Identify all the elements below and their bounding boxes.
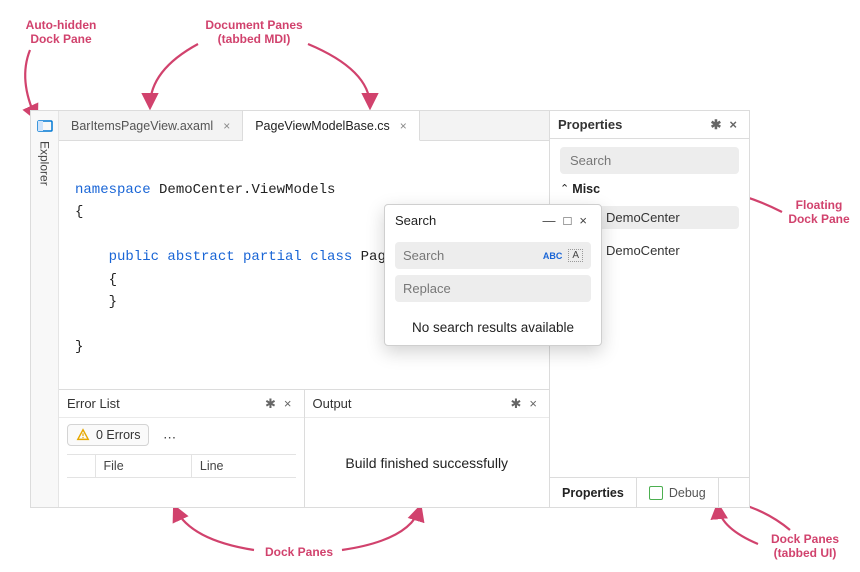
search-input[interactable]: Search ABC A: [395, 242, 591, 269]
pin-icon[interactable]: ✱: [707, 117, 726, 133]
tab-baritemspageview[interactable]: BarItemsPageView.axaml ×: [59, 111, 243, 140]
prop-value-input[interactable]: DemoCenter: [598, 206, 739, 229]
properties-category[interactable]: Misc: [560, 182, 739, 196]
annot-docpanes: Document Panes(tabbed MDI): [194, 18, 314, 47]
matchcase-icon[interactable]: ABC: [543, 251, 563, 261]
warning-icon: [76, 428, 90, 442]
minimize-icon[interactable]: ―: [539, 213, 560, 228]
no-results-label: No search results available: [395, 320, 591, 335]
error-table: File Line: [67, 454, 296, 478]
pane-title: Output: [313, 396, 352, 411]
floating-search-pane[interactable]: Search ― □ × Search ABC A Replace No sea…: [384, 204, 602, 346]
maximize-icon[interactable]: □: [560, 213, 576, 228]
annot-dockpanes: Dock Panes: [254, 545, 344, 559]
pin-icon[interactable]: ✱: [507, 396, 526, 412]
tab-label: PageViewModelBase.cs: [255, 119, 390, 133]
close-icon[interactable]: ×: [221, 119, 232, 133]
error-list-pane: Error List ✱ × 0 Errors ⋯ File: [59, 390, 304, 507]
pin-icon[interactable]: ✱: [261, 396, 280, 412]
explorer-icon: [36, 117, 54, 135]
tab-debug[interactable]: Debug: [637, 478, 719, 507]
pane-title: Error List: [67, 396, 120, 411]
close-icon[interactable]: ×: [725, 117, 741, 132]
close-icon[interactable]: ×: [575, 213, 591, 228]
prop-value: DemoCenter: [598, 239, 739, 262]
tab-label: BarItemsPageView.axaml: [71, 119, 213, 133]
tab-properties[interactable]: Properties: [550, 478, 637, 507]
right-dock-tabs: Properties Debug: [550, 477, 749, 507]
annot-floating: FloatingDock Pane: [784, 198, 854, 227]
close-icon[interactable]: ×: [280, 396, 296, 411]
error-count-chip[interactable]: 0 Errors: [67, 424, 149, 446]
bottom-dock: Error List ✱ × 0 Errors ⋯ File: [59, 389, 549, 507]
close-icon[interactable]: ×: [525, 396, 541, 411]
col-line[interactable]: Line: [191, 455, 295, 478]
float-title: Search: [395, 213, 436, 228]
autohide-label[interactable]: Explorer: [38, 139, 52, 186]
autohide-strip[interactable]: Explorer: [31, 111, 59, 507]
close-icon[interactable]: ×: [398, 119, 409, 133]
tab-pageviewmodelbase[interactable]: PageViewModelBase.cs ×: [243, 111, 420, 141]
output-pane: Output ✱ × Build finished successfully: [304, 390, 550, 507]
wholeword-icon[interactable]: A: [568, 249, 583, 262]
more-icon[interactable]: ⋯: [163, 430, 176, 446]
annot-docktabbed: Dock Panes(tabbed UI): [760, 532, 850, 561]
debug-icon: [649, 486, 663, 500]
annot-autohidden: Auto-hiddenDock Pane: [16, 18, 106, 47]
replace-input[interactable]: Replace: [395, 275, 591, 302]
col-file[interactable]: File: [95, 455, 191, 478]
pane-title: Properties: [558, 117, 622, 132]
output-body: Build finished successfully: [305, 418, 550, 507]
document-tabs: BarItemsPageView.axaml × PageViewModelBa…: [59, 111, 549, 141]
properties-search[interactable]: Search: [560, 147, 739, 174]
